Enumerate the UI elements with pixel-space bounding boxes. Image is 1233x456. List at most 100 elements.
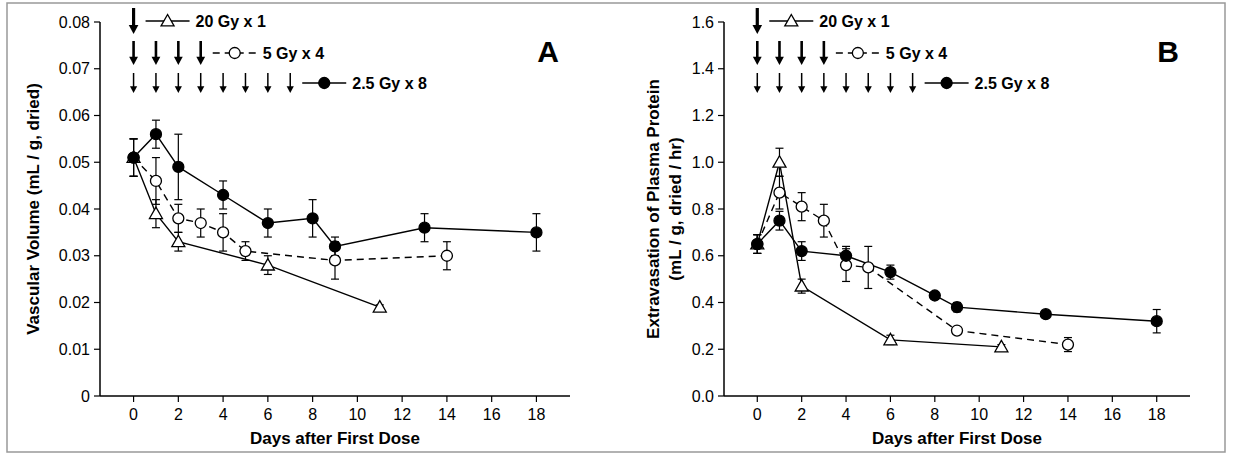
- arrow-shaft: [800, 41, 803, 58]
- legend-marker: [941, 78, 952, 89]
- arrow-shaft: [133, 73, 135, 87]
- error-cap: [219, 250, 227, 251]
- marker: [774, 187, 785, 198]
- x-tick: [267, 396, 268, 402]
- marker: [884, 333, 897, 344]
- x-tick-label: 2: [174, 406, 183, 423]
- x-tick: [491, 396, 492, 402]
- panel: 00.010.020.030.040.050.060.070.080246810…: [24, 8, 570, 448]
- y-tick-label: 1.6: [692, 14, 714, 31]
- error-cap: [532, 213, 540, 214]
- dose-arrow: [820, 73, 827, 93]
- x-tick: [757, 396, 758, 402]
- arrow-shaft: [823, 73, 825, 87]
- x-tick: [845, 396, 846, 402]
- x-tick-label: 14: [1059, 406, 1077, 423]
- legend-label: 5 Gy x 4: [886, 45, 947, 62]
- error-cap: [152, 157, 160, 158]
- error-cap: [152, 227, 160, 228]
- error-cap: [753, 234, 761, 235]
- marker: [751, 238, 764, 249]
- series-line: [757, 221, 1156, 322]
- error-cap: [309, 199, 317, 200]
- marker: [796, 201, 807, 212]
- legend-label: 20 Gy x 1: [819, 13, 889, 30]
- dose-arrow: [152, 73, 159, 93]
- arrow-shaft: [756, 8, 759, 26]
- arrow-head: [130, 86, 137, 93]
- y-tick: [94, 115, 100, 116]
- dose-arrow: [909, 73, 916, 93]
- dose-arrow: [865, 73, 872, 93]
- y-tick-label: 1.4: [692, 60, 714, 77]
- y-tick-label: 0.07: [59, 60, 90, 77]
- error-cap: [174, 199, 182, 200]
- error-cap: [241, 241, 249, 242]
- arrow-shaft: [199, 41, 202, 58]
- error-cap: [264, 208, 272, 209]
- marker: [863, 262, 874, 273]
- dose-arrow: [776, 73, 783, 93]
- dose-arrow: [752, 8, 762, 34]
- dose-arrow: [152, 41, 161, 65]
- arrow-shaft: [867, 73, 869, 87]
- x-tick-label: 8: [308, 406, 317, 423]
- error-cap: [264, 274, 272, 275]
- error-cap: [820, 204, 828, 205]
- series-line: [757, 193, 1068, 345]
- dose-arrow: [287, 73, 294, 93]
- x-tick-label: 12: [1015, 406, 1033, 423]
- error-cap: [152, 120, 160, 121]
- legend-label: 5 Gy x 4: [263, 45, 324, 62]
- marker: [240, 246, 251, 257]
- arrow-head: [909, 86, 916, 93]
- dose-arrow: [130, 73, 137, 93]
- marker: [173, 161, 184, 172]
- error-cap: [798, 220, 806, 221]
- marker: [1151, 316, 1162, 327]
- arrow-head: [775, 57, 784, 65]
- legend-marker: [229, 48, 240, 59]
- arrow-head: [219, 86, 226, 93]
- marker: [752, 239, 763, 250]
- error-cap: [886, 279, 894, 280]
- error-cap: [264, 236, 272, 237]
- error-cap: [1064, 351, 1072, 352]
- marker: [841, 250, 852, 261]
- arrow-head: [242, 86, 249, 93]
- y-tick: [94, 349, 100, 350]
- marker: [218, 189, 229, 200]
- x-tick: [801, 396, 802, 402]
- y-tick: [94, 162, 100, 163]
- error-cap: [775, 208, 783, 209]
- y-tick-label: 0.0: [692, 388, 714, 405]
- arrow-shaft: [801, 73, 803, 87]
- arrow-shaft: [222, 73, 224, 87]
- error-cap: [174, 134, 182, 135]
- chart-svg: 00.010.020.030.040.050.060.070.080246810…: [0, 0, 1233, 456]
- arrow-head: [197, 86, 204, 93]
- error-cap: [219, 180, 227, 181]
- arrow-head: [152, 86, 159, 93]
- y-tick: [94, 395, 100, 396]
- arrow-shaft: [823, 41, 826, 58]
- y-tick-label: 0.05: [59, 154, 90, 171]
- arrow-shaft: [132, 8, 135, 26]
- y-axis-label-line: Vascular Volume (mL / g, dried): [24, 83, 43, 335]
- marker: [952, 302, 963, 313]
- marker: [149, 207, 162, 218]
- marker: [307, 213, 318, 224]
- x-tick: [312, 396, 313, 402]
- error-cap: [130, 138, 138, 139]
- error-cap: [241, 260, 249, 261]
- x-axis: [724, 395, 1190, 397]
- y-tick: [94, 21, 100, 22]
- x-tick-label: 0: [753, 406, 762, 423]
- x-tick-label: 10: [970, 406, 988, 423]
- x-tick-label: 18: [528, 406, 546, 423]
- legend-marker: [852, 48, 863, 59]
- arrow-head: [129, 57, 138, 65]
- marker: [195, 218, 206, 229]
- error-cap: [130, 176, 138, 177]
- error-cap: [219, 208, 227, 209]
